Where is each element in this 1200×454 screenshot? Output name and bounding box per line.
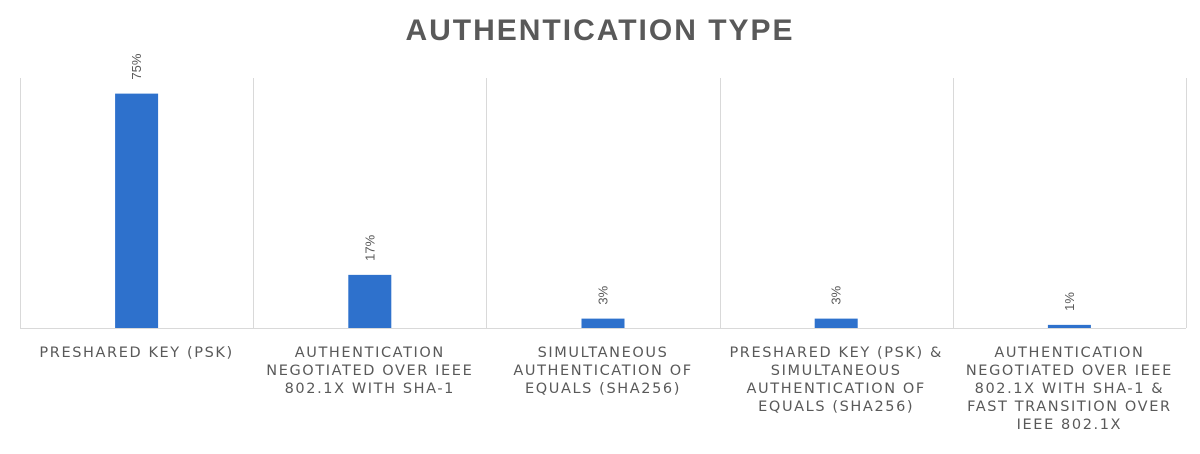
bar bbox=[115, 93, 159, 328]
category-label: PRESHARED KEY (PSK) & SIMULTANEOUS AUTHE… bbox=[729, 345, 943, 415]
category-label: AUTHENTICATION NEGOTIATED OVER IEEE 802.… bbox=[266, 345, 474, 397]
bar bbox=[1047, 324, 1091, 328]
category-label: PRESHARED KEY (PSK) bbox=[39, 345, 234, 361]
bar bbox=[348, 274, 392, 328]
bar bbox=[814, 318, 858, 328]
data-label: 1% bbox=[1062, 292, 1077, 311]
data-label: 17% bbox=[362, 234, 377, 260]
data-label: 3% bbox=[829, 285, 844, 304]
chart-title: AUTHENTICATION TYPE bbox=[405, 14, 795, 47]
category-label: AUTHENTICATION NEGOTIATED OVER IEEE 802.… bbox=[965, 345, 1173, 433]
data-label: 75% bbox=[129, 53, 144, 79]
bar bbox=[581, 318, 625, 328]
category-label: SIMULTANEOUS AUTHENTICATION OF EQUALS (S… bbox=[513, 345, 693, 397]
data-label: 3% bbox=[596, 285, 611, 304]
